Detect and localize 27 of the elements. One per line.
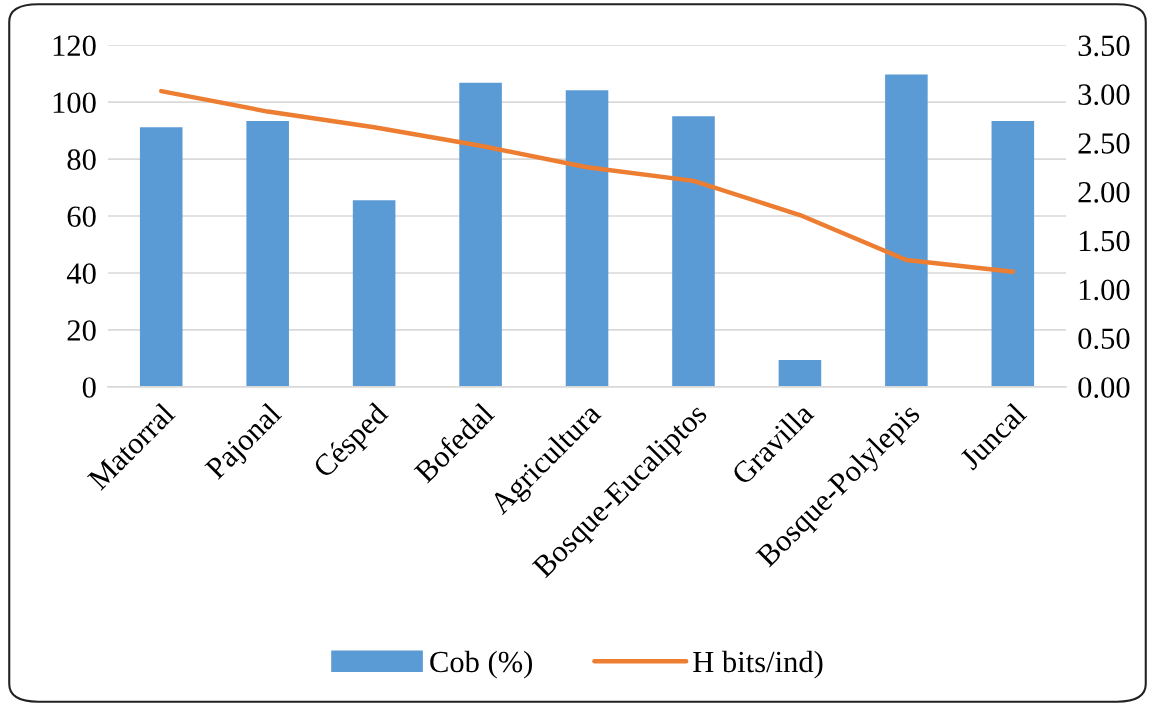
- y2-tick-label: 0.00: [1078, 377, 1130, 398]
- bar: [139, 127, 183, 387]
- bar: [565, 90, 609, 387]
- y-tick-label: 60: [67, 206, 96, 227]
- legend-label: H bits/ind): [693, 650, 823, 679]
- y-tick-label: 100: [53, 92, 96, 114]
- bar: [246, 120, 289, 387]
- bar: [778, 360, 822, 387]
- y2-tick-label: 3.50: [1078, 35, 1130, 57]
- y-tick-label: 120: [53, 35, 96, 57]
- legend-label: Cob (%): [430, 650, 533, 679]
- bar: [991, 120, 1035, 387]
- y2-tick-label: 3.00: [1078, 84, 1130, 106]
- bar: [885, 74, 928, 387]
- y2-tick-label: 1.50: [1079, 230, 1130, 252]
- y2-tick-label: 1.00: [1079, 279, 1130, 301]
- y-tick-label: 0: [82, 377, 96, 398]
- y-tick-label: 20: [67, 320, 96, 341]
- y2-tick-label: 0.50: [1078, 328, 1130, 350]
- bar: [459, 82, 502, 387]
- bar: [672, 116, 715, 387]
- line-series: [159, 88, 1016, 274]
- y-tick-label: 40: [66, 263, 96, 284]
- bar: [352, 200, 396, 387]
- y2-tick-label: 2.50: [1078, 133, 1130, 154]
- y-tick-label: 80: [67, 149, 96, 170]
- y2-tick-label: 2.00: [1078, 181, 1130, 203]
